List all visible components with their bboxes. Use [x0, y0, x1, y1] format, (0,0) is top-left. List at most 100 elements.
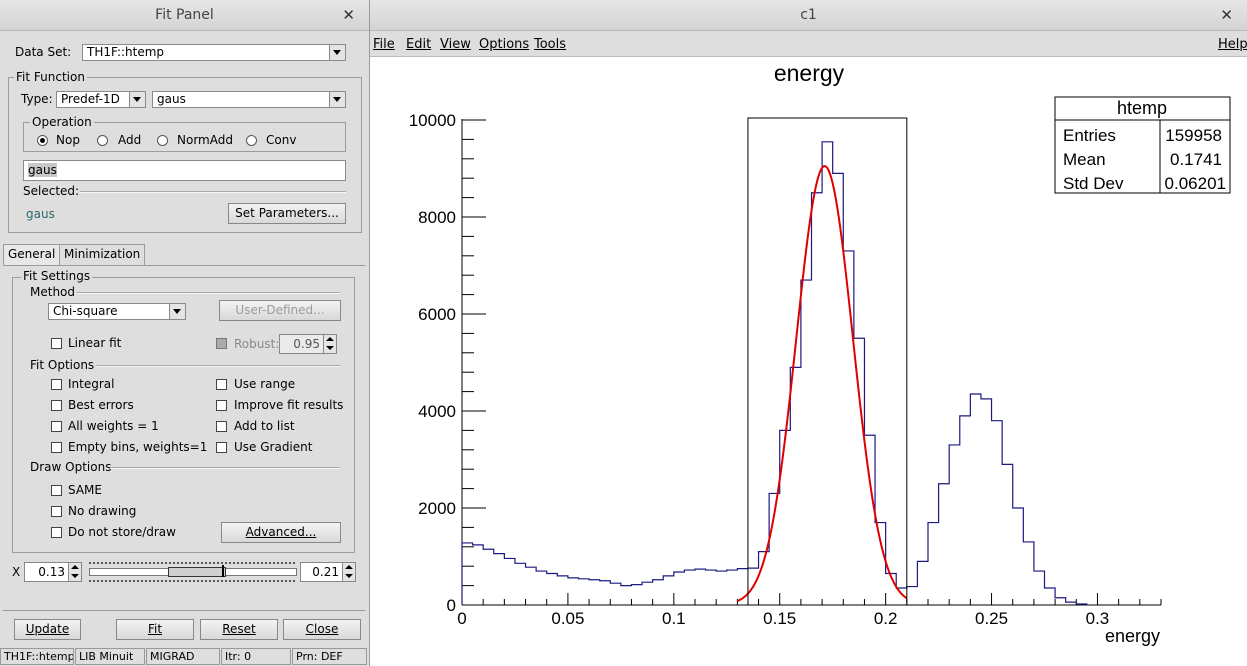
stats-title: htemp: [1117, 98, 1167, 118]
fit-button[interactable]: Fit: [116, 619, 194, 640]
x-tick-label: 0.3: [1086, 609, 1110, 628]
fit-range-rectangle: [747, 117, 908, 606]
menu-view[interactable]: View: [440, 37, 471, 52]
range-slider[interactable]: [89, 560, 297, 584]
histogram-canvas[interactable]: energy 0 0.05 0.1 0.15 0.2 0.25 0.3 0 2000 4000 60…: [370, 57, 1247, 666]
fit-range-box: [747, 117, 908, 606]
histogram-bin: [684, 570, 695, 605]
histogram-bin: [928, 523, 939, 605]
menu-help[interactable]: Help: [1218, 37, 1247, 52]
formula-input[interactable]: gaus: [23, 160, 346, 181]
advanced-label: Advanced...: [245, 525, 317, 539]
robust-label: Robust:: [234, 337, 280, 351]
range-axis-label: X: [12, 565, 21, 579]
chevron-down-icon[interactable]: [129, 92, 145, 107]
all-weights-checkbox[interactable]: [51, 421, 62, 432]
divider: [96, 365, 340, 367]
spin-up-icon[interactable]: [68, 563, 81, 572]
integral-label: Integral: [68, 377, 115, 391]
histogram-outline: [461, 141, 1088, 605]
histogram-bin: [907, 587, 918, 605]
no-drawing-checkbox[interactable]: [51, 506, 62, 517]
best-errors-label: Best errors: [68, 398, 134, 412]
reset-button[interactable]: Reset: [200, 619, 278, 640]
data-set-combo[interactable]: TH1F::htemp: [82, 44, 346, 61]
empty-bins-label: Empty bins, weights=1: [68, 440, 208, 454]
same-label: SAME: [68, 483, 102, 497]
chevron-down-icon[interactable]: [329, 92, 345, 107]
radio-nop[interactable]: [37, 135, 48, 146]
radio-conv[interactable]: [246, 135, 257, 146]
histogram-bin: [631, 585, 642, 605]
histogram-bin: [579, 579, 590, 605]
menu-edit[interactable]: Edit: [406, 37, 431, 52]
menu-bar: File Edit View Options Tools Help: [370, 31, 1247, 57]
best-errors-checkbox[interactable]: [51, 400, 62, 411]
use-range-checkbox[interactable]: [216, 379, 227, 390]
robust-spinner[interactable]: 0.95: [279, 334, 337, 354]
histogram-bin: [653, 580, 664, 605]
data-set-value: TH1F::htemp: [87, 45, 165, 59]
slider-max-thumb[interactable]: [222, 565, 224, 577]
close-button[interactable]: Close: [283, 619, 361, 640]
spin-up-icon[interactable]: [323, 335, 336, 344]
empty-bins-checkbox[interactable]: [51, 442, 62, 453]
menu-options[interactable]: Options: [479, 37, 529, 52]
histogram-bin: [917, 561, 928, 605]
add-to-list-checkbox[interactable]: [216, 421, 227, 432]
y-tick-label: 4000: [418, 402, 456, 421]
range-min-spinner[interactable]: 0.13: [24, 562, 82, 582]
do-not-store-checkbox[interactable]: [51, 527, 62, 538]
canvas-close-icon[interactable]: ✕: [1220, 6, 1233, 24]
spin-down-icon[interactable]: [68, 572, 81, 581]
spin-down-icon[interactable]: [342, 572, 355, 581]
linear-fit-checkbox[interactable]: [51, 338, 62, 349]
chevron-down-icon[interactable]: [169, 304, 185, 319]
slider-range-handle[interactable]: [168, 567, 226, 577]
radio-add[interactable]: [97, 135, 108, 146]
tab-general[interactable]: General: [3, 244, 61, 266]
menu-file[interactable]: File: [373, 37, 395, 52]
canvas-titlebar: c1 ✕: [370, 0, 1247, 31]
histogram-bin: [960, 416, 971, 605]
integral-checkbox[interactable]: [51, 379, 62, 390]
histogram-bin: [1076, 604, 1087, 605]
robust-checkbox[interactable]: [216, 338, 227, 349]
update-button[interactable]: Update: [14, 619, 81, 640]
range-max-spinner[interactable]: 0.21: [300, 562, 356, 582]
use-gradient-checkbox[interactable]: [216, 442, 227, 453]
y-tick-label: 0: [447, 596, 456, 615]
histogram-bin: [970, 394, 981, 605]
user-defined-button[interactable]: User-Defined...: [219, 300, 341, 321]
method-combo[interactable]: Chi-square: [48, 303, 186, 320]
histogram-bin: [1013, 508, 1024, 605]
menu-tools[interactable]: Tools: [534, 37, 566, 52]
canvas-window: c1 ✕ File Edit View Options Tools Help e…: [370, 0, 1247, 666]
radio-normadd-label: NormAdd: [177, 133, 233, 147]
type-combo[interactable]: Predef-1D: [56, 91, 146, 108]
stats-box[interactable]: htemp Entries 159958 Mean 0.1741 Std Dev…: [1054, 96, 1231, 194]
advanced-button[interactable]: Advanced...: [221, 522, 341, 543]
histogram-bin: [992, 421, 1003, 605]
chevron-down-icon[interactable]: [329, 45, 345, 60]
type-label: Type:: [21, 92, 53, 106]
do-not-store-label: Do not store/draw: [68, 525, 176, 539]
menu-help-label: Help: [1218, 37, 1247, 52]
tab-divider: [3, 265, 365, 266]
function-combo[interactable]: gaus: [152, 91, 346, 108]
function-value: gaus: [157, 92, 186, 106]
radio-normadd[interactable]: [157, 135, 168, 146]
operation-title: Operation: [30, 115, 94, 129]
status-iterations: Itr: 0: [221, 648, 291, 665]
tab-minimization[interactable]: Minimization: [59, 244, 146, 265]
set-parameters-button[interactable]: Set Parameters...: [228, 203, 346, 224]
same-checkbox[interactable]: [51, 485, 62, 496]
fit-panel-close-icon[interactable]: ✕: [342, 6, 355, 24]
fit-panel-title: Fit Panel: [155, 7, 214, 23]
fit-function-group: [8, 77, 362, 233]
improve-fit-checkbox[interactable]: [216, 400, 227, 411]
histogram-bin: [1066, 602, 1077, 605]
spin-up-icon[interactable]: [342, 563, 355, 572]
histogram-bin: [674, 572, 685, 605]
spin-down-icon[interactable]: [323, 344, 336, 353]
